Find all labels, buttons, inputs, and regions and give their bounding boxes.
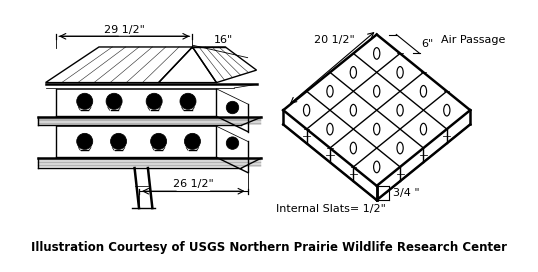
Circle shape: [180, 93, 196, 109]
Circle shape: [146, 93, 162, 109]
Circle shape: [77, 93, 93, 109]
Text: 29 1/2": 29 1/2": [104, 24, 145, 35]
Text: Illustration Courtesy of USGS Northern Prairie Wildlife Research Center: Illustration Courtesy of USGS Northern P…: [31, 241, 507, 254]
Text: Air Passage: Air Passage: [441, 35, 505, 45]
Text: 20 1/2": 20 1/2": [314, 35, 355, 45]
Text: 3/4 ": 3/4 ": [393, 188, 419, 198]
Text: 26 1/2": 26 1/2": [173, 180, 214, 189]
Circle shape: [77, 133, 93, 149]
Circle shape: [110, 133, 126, 149]
Text: 6": 6": [421, 39, 434, 49]
Circle shape: [226, 101, 239, 114]
Circle shape: [106, 93, 122, 109]
Circle shape: [185, 133, 201, 149]
Text: Internal Slats= 1/2": Internal Slats= 1/2": [276, 204, 386, 214]
Text: 16": 16": [214, 35, 233, 45]
Circle shape: [226, 137, 239, 149]
Circle shape: [151, 133, 167, 149]
